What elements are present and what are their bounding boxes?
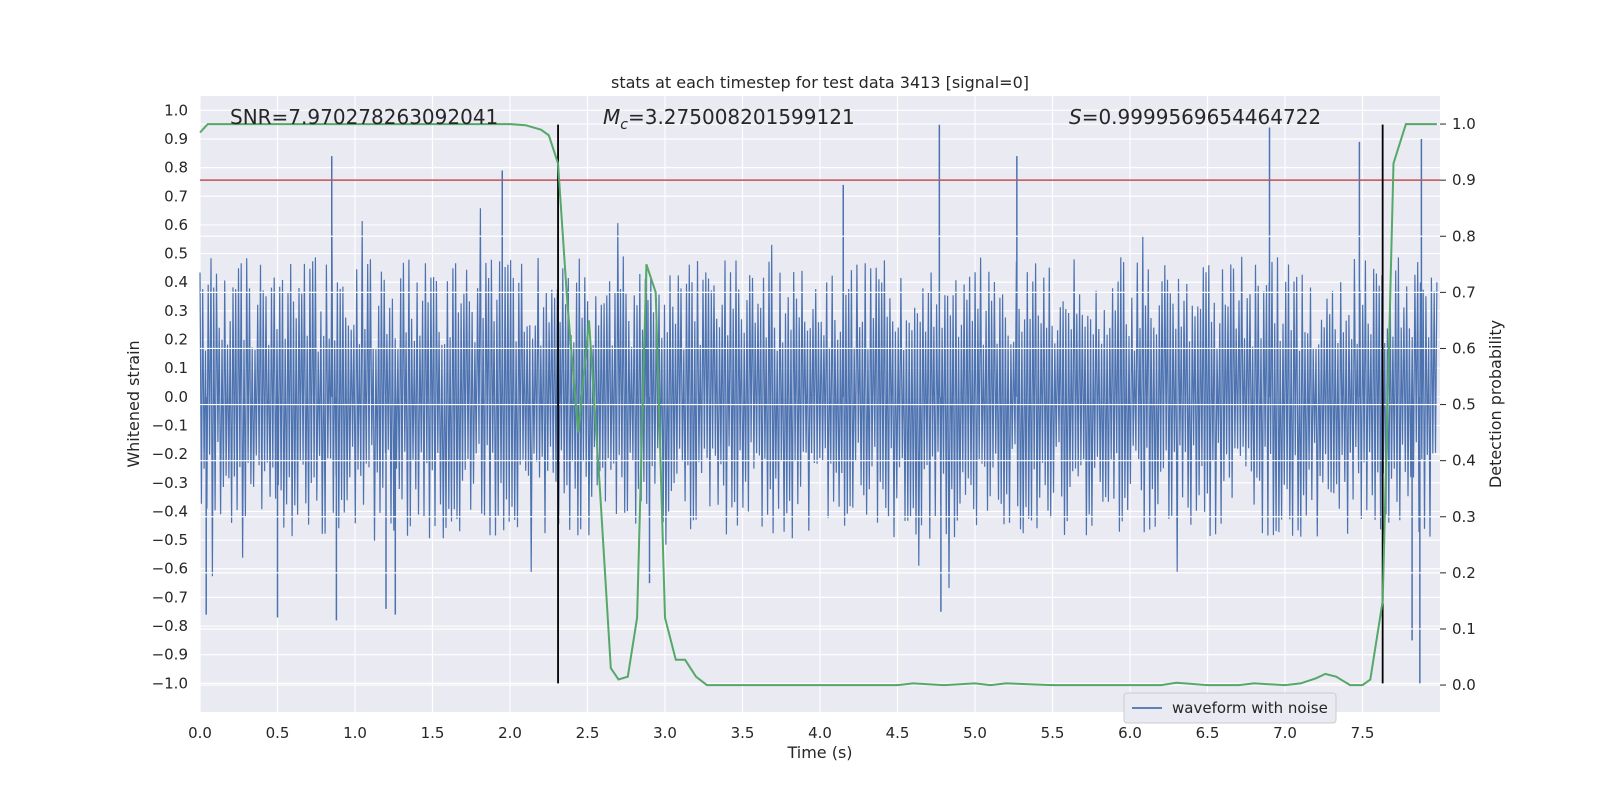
y-tick-label: −0.9: [152, 646, 188, 664]
y-tick-label: 0.1: [164, 359, 188, 377]
mc-value: =3.275008201599121: [628, 105, 855, 129]
x-tick-label: 6.0: [1118, 724, 1142, 742]
x-axis-label: Time (s): [786, 743, 852, 762]
x-tick-label: 5.0: [963, 724, 987, 742]
y2-axis-label: Detection probability: [1486, 320, 1505, 488]
y-tick-label: −0.5: [152, 531, 188, 549]
y-axis: 1.0 0.9 0.8 0.7 0.6 0.5 0.4 0.3 0.2 0.1 0.0 −0.1 −0.…: [152, 101, 188, 692]
x-tick-label: 0.5: [266, 724, 290, 742]
x-tick-label: 5.5: [1041, 724, 1065, 742]
x-tick-label: 6.5: [1196, 724, 1220, 742]
y2-tick-label: 0.0: [1452, 676, 1476, 694]
x-tick-label: 3.5: [731, 724, 755, 742]
legend-entry-waveform: waveform with noise: [1172, 699, 1328, 717]
x-tick-label: 2.0: [498, 724, 522, 742]
s-annotation: S=0.9999569654464722: [1069, 105, 1321, 129]
y-tick-label: −0.6: [152, 560, 188, 578]
y-tick-label: −0.7: [152, 588, 188, 606]
y2-tick-label: 0.4: [1452, 452, 1476, 470]
snr-annotation: SNR=7.970278263092041: [230, 105, 498, 129]
y-tick-label: 1.0: [164, 101, 188, 119]
x-tick-label: 4.0: [808, 724, 832, 742]
y2-tick-label: 0.5: [1452, 396, 1476, 414]
y-tick-label: 0.7: [164, 187, 188, 205]
x-tick-label: 3.0: [653, 724, 677, 742]
y-tick-label: 0.2: [164, 331, 188, 349]
chart-title: stats at each timestep for test data 341…: [611, 73, 1029, 92]
x-tick-label: 7.5: [1351, 724, 1375, 742]
y2-tick-label: 0.8: [1452, 227, 1476, 245]
mc-subscript: c: [620, 117, 628, 133]
x-tick-label: 1.0: [343, 724, 367, 742]
y2-axis: 1.0 0.9 0.8 0.7 0.6 0.5 0.4 0.3 0.2 0.1 0.0: [1440, 115, 1476, 694]
y-tick-label: 0.0: [164, 388, 188, 406]
mc-annotation: Mc=3.275008201599121: [603, 105, 855, 133]
y2-tick-label: 0.9: [1452, 171, 1476, 189]
y-tick-label: 0.9: [164, 130, 188, 148]
y-tick-label: 0.4: [164, 273, 188, 291]
y-tick-label: 0.6: [164, 216, 188, 234]
y2-tick-label: 0.3: [1452, 508, 1476, 526]
x-tick-label: 1.5: [421, 724, 445, 742]
y-axis-label: Whitened strain: [124, 340, 143, 467]
y-tick-label: −0.1: [152, 416, 188, 434]
y-tick-label: −0.3: [152, 474, 188, 492]
y-tick-label: 0.5: [164, 245, 188, 263]
y2-tick-label: 0.1: [1452, 620, 1476, 638]
x-tick-label: 4.5: [886, 724, 910, 742]
y2-tick-label: 0.7: [1452, 283, 1476, 301]
y2-tick-label: 0.6: [1452, 339, 1476, 357]
y2-tick-label: 1.0: [1452, 115, 1476, 133]
y-tick-label: −0.2: [152, 445, 188, 463]
x-tick-label: 0.0: [188, 724, 212, 742]
mc-symbol: M: [603, 105, 620, 129]
y2-tick-label: 0.2: [1452, 564, 1476, 582]
y-tick-label: 0.8: [164, 159, 188, 177]
plot-area: [199, 123, 1440, 687]
s-symbol: S: [1069, 105, 1082, 129]
y-tick-label: −1.0: [152, 674, 188, 692]
y-tick-label: −0.8: [152, 617, 188, 635]
y-tick-label: 0.3: [164, 302, 188, 320]
legend-box: [1123, 692, 1337, 724]
x-tick-label: 7.0: [1273, 724, 1297, 742]
x-axis: 0.0 0.5 1.0 1.5 2.0 2.5 3.0 3.5 4.0 4.5 5.0 5.5 6.0 6…: [188, 724, 1374, 742]
x-tick-label: 2.5: [576, 724, 600, 742]
noise-waveform-line: [199, 208, 1438, 589]
legend: waveform with noise: [1123, 692, 1337, 724]
detection-probability-line: [199, 123, 1437, 687]
y-tick-label: −0.4: [152, 502, 188, 520]
s-value: =0.9999569654464722: [1082, 105, 1321, 129]
